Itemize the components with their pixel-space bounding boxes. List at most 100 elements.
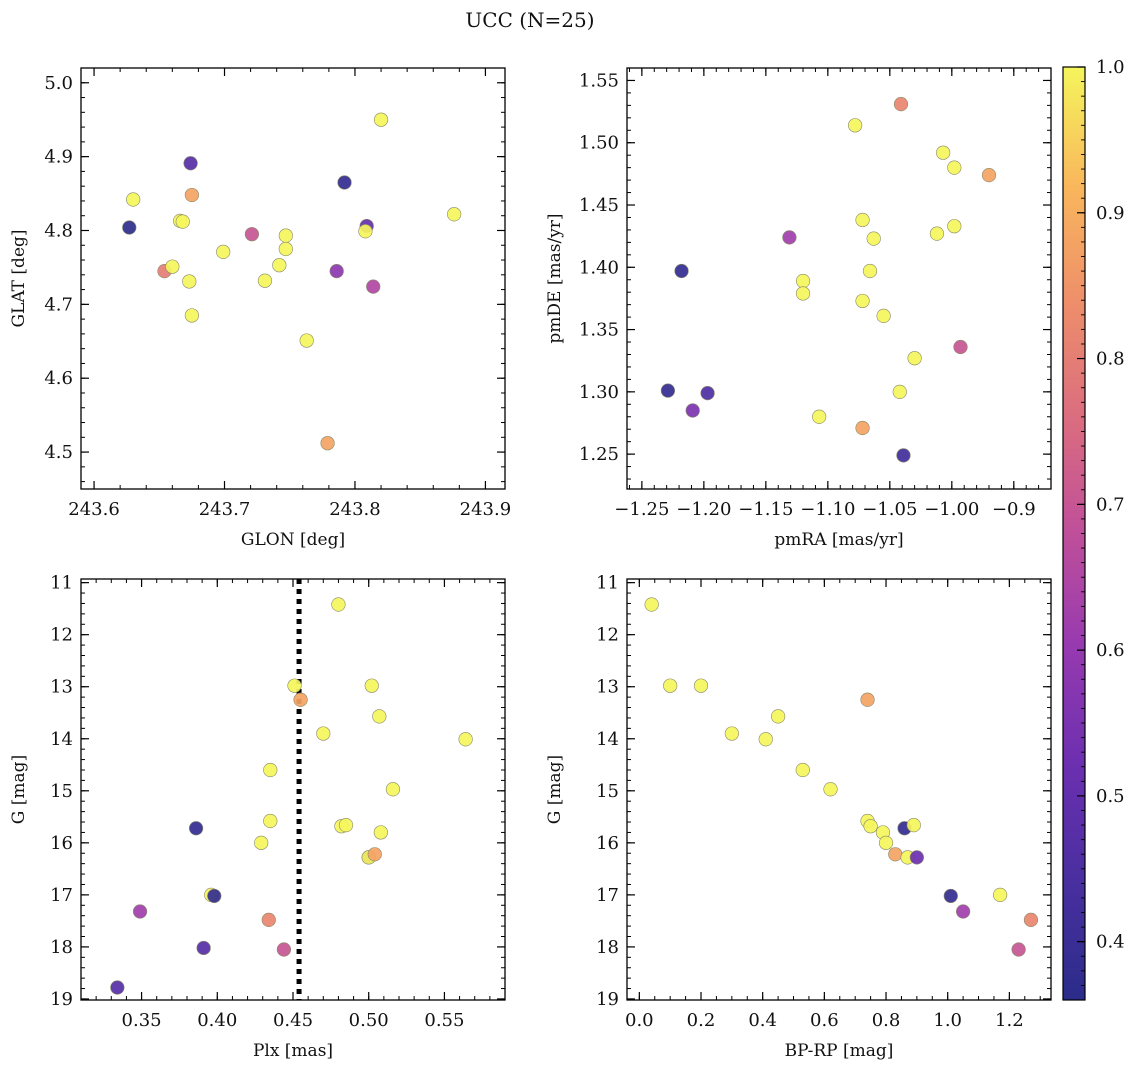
data-point [110, 980, 125, 995]
data-point [981, 168, 997, 183]
data-point [337, 175, 352, 190]
data-point [196, 940, 211, 956]
data-point [876, 308, 891, 323]
plot-frame [626, 67, 1052, 490]
data-point [299, 333, 314, 348]
data-point [272, 258, 287, 273]
data-layer [644, 597, 1039, 957]
x-axis-label: pmRA [mas/yr] [774, 530, 903, 550]
data-point [366, 279, 381, 294]
data-point [848, 118, 863, 133]
y-tick-label: 1.45 [579, 195, 619, 216]
data-point [261, 912, 276, 927]
colorbar-tick-label: 0.6 [1096, 640, 1125, 661]
data-point [888, 847, 903, 862]
data-point [184, 308, 199, 323]
data-point [373, 825, 388, 840]
data-point [770, 709, 786, 724]
data-point [364, 678, 379, 693]
data-point [693, 678, 709, 693]
data-point [929, 226, 945, 241]
data-point [936, 145, 951, 160]
x-tick-label: 0.50 [349, 1010, 389, 1031]
x-tick-label: 0.45 [273, 1010, 313, 1031]
x-tick-label: −1.25 [614, 499, 669, 520]
plot-frame [626, 578, 1052, 1001]
x-tick-label: 0.0 [625, 1010, 654, 1031]
y-tick-label: 12 [50, 625, 73, 646]
data-point [893, 97, 909, 112]
data-point [700, 385, 715, 401]
colorbar-tick-label: 0.9 [1096, 203, 1125, 224]
data-point [257, 273, 273, 288]
y-tick-label: 19 [596, 989, 619, 1010]
data-point [358, 224, 373, 239]
y-tick-label: 1.35 [579, 320, 619, 341]
data-point [216, 244, 231, 260]
colorbar: 0.4 0.5 0.6 0.7 0.8 0.9 1.0 [1062, 57, 1125, 1001]
y-tick-label: 1.40 [579, 257, 619, 278]
y-axis-label: pmDE [mas/yr] [545, 213, 565, 343]
data-point [758, 732, 773, 747]
data-point [795, 762, 810, 778]
data-point [795, 273, 811, 289]
x-tick-label: 0.55 [424, 1010, 464, 1031]
x-tick-label: 243.8 [329, 499, 381, 520]
data-layer [660, 97, 997, 463]
data-point [278, 228, 293, 243]
x-tick-label: 1.2 [995, 1010, 1024, 1031]
y-tick-label: 13 [596, 677, 619, 698]
panel-3: 0.35 0.40 0.45 0.50 0.55 11 12 13 14 15 16 17 18 19 Pl… [9, 573, 506, 1061]
data-point [385, 782, 401, 797]
colorbar-tick-label: 1.0 [1096, 57, 1125, 78]
data-point [663, 678, 678, 693]
y-tick-label: 4.6 [44, 368, 73, 389]
data-point [316, 726, 331, 741]
data-point [1023, 912, 1039, 927]
x-tick-label: 0.4 [748, 1010, 777, 1031]
data-point [447, 207, 462, 222]
y-axis-label: G [mag] [9, 755, 29, 824]
x-tick-label: −0.9 [992, 499, 1036, 520]
data-point [263, 762, 278, 778]
data-point [896, 448, 911, 463]
colorbar-tick-label: 0.5 [1096, 786, 1125, 807]
data-point [943, 888, 958, 904]
plot-frame [80, 67, 506, 490]
data-point [947, 160, 962, 175]
x-tick-label: 0.2 [687, 1010, 716, 1031]
data-point [188, 821, 204, 836]
data-point [165, 259, 180, 274]
y-tick-label: 12 [596, 625, 619, 646]
y-axis-label: GLAT [deg] [9, 229, 29, 327]
y-tick-label: 1.55 [579, 70, 619, 91]
data-point [184, 187, 199, 203]
colorbar-tick-label: 0.8 [1096, 349, 1125, 370]
data-layer [110, 579, 473, 1000]
y-tick-label: 1.30 [579, 382, 619, 403]
data-point [372, 709, 387, 724]
data-point [278, 241, 293, 257]
data-point [724, 726, 739, 741]
figure-title: UCC (N=25) [465, 8, 594, 32]
data-point [812, 409, 827, 424]
x-tick-label: 243.7 [199, 499, 251, 520]
x-tick-label: 1.0 [933, 1010, 962, 1031]
data-point [947, 219, 962, 234]
data-point [244, 227, 260, 242]
data-point [892, 384, 907, 399]
x-tick-label: −1.05 [862, 499, 917, 520]
data-layer [122, 112, 462, 451]
data-point [207, 888, 222, 904]
y-tick-label: 17 [50, 885, 73, 906]
y-tick-label: 4.7 [44, 294, 73, 315]
data-point [855, 420, 870, 436]
data-point [660, 383, 676, 398]
y-tick-label: 4.9 [44, 147, 73, 168]
x-tick-label: −1.15 [738, 499, 793, 520]
y-tick-label: 15 [50, 781, 73, 802]
data-point [956, 904, 971, 919]
x-tick-label: 0.8 [872, 1010, 901, 1031]
data-point [276, 942, 292, 957]
y-tick-label: 14 [50, 729, 73, 750]
